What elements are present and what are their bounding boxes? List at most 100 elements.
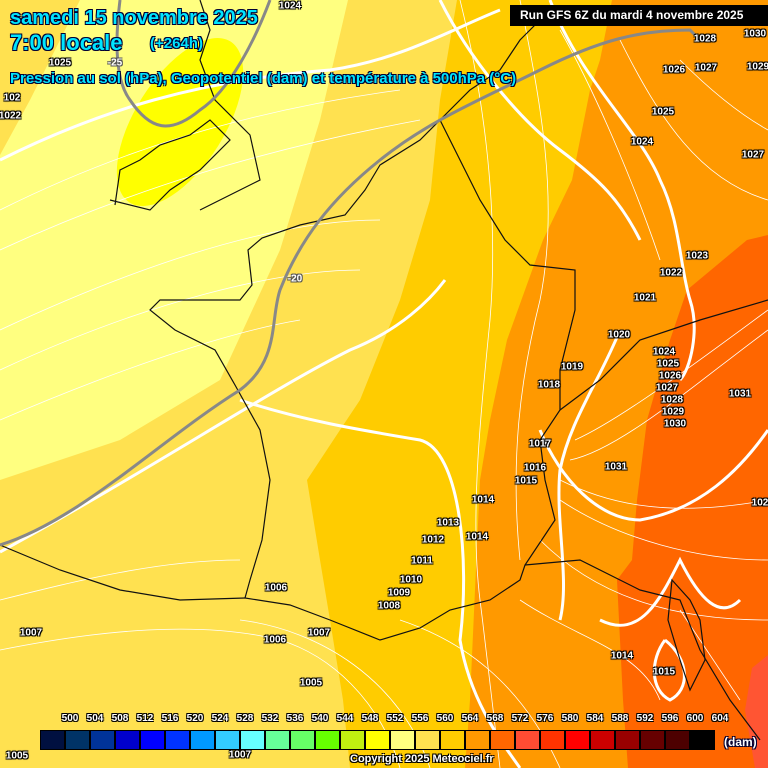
legend-swatch-596 [640, 730, 665, 750]
legend-value: 524 [211, 713, 229, 724]
pressure-label: 1025 [651, 106, 675, 118]
legend-value: 508 [111, 713, 129, 724]
legend-swatch-516 [140, 730, 165, 750]
pressure-label: 1025 [48, 57, 72, 69]
benelux-coast [439, 19, 541, 121]
pressure-label: 1016 [523, 462, 547, 474]
legend-value: 504 [86, 713, 104, 724]
legend-swatch-556 [390, 730, 415, 750]
alps-border [559, 299, 768, 411]
legend-value: 528 [236, 713, 254, 724]
pressure-label: 1024 [630, 136, 654, 148]
pressure-label: 1013 [436, 517, 460, 529]
pressure-label: 1012 [421, 534, 445, 546]
pressure-label: 1031 [604, 461, 628, 473]
pressure-label: 1025 [656, 358, 680, 370]
field-576 [745, 655, 768, 768]
legend-swatch-592 [615, 730, 640, 750]
legend-swatch-536 [265, 730, 290, 750]
pressure-label: 1014 [610, 650, 634, 662]
pressure-label: 1023 [685, 250, 709, 262]
legend-value: 604 [711, 713, 729, 724]
pressure-label: 1007 [19, 627, 43, 639]
legend-value: 540 [311, 713, 329, 724]
legend-swatch-564 [440, 730, 465, 750]
legend-swatch-600 [665, 730, 690, 750]
pressure-label: 1007 [307, 627, 331, 639]
pressure-label: 1028 [693, 33, 717, 45]
pressure-label: 1026 [662, 64, 686, 76]
pressure-label: 1007 [228, 749, 252, 761]
legend-value: 500 [61, 713, 79, 724]
pressure-label: 1006 [264, 582, 288, 594]
uk-east-coast [199, 0, 261, 211]
pressure-label: 1029 [746, 61, 768, 73]
pressure-label: 1030 [743, 28, 767, 40]
legend-swatch-576 [515, 730, 540, 750]
pressure-label: 1006 [263, 634, 287, 646]
legend-swatch-588 [590, 730, 615, 750]
pressure-label: 1031 [728, 388, 752, 400]
legend-value: 580 [561, 713, 579, 724]
isotherms [0, 0, 702, 547]
legend-value: 568 [486, 713, 504, 724]
pressure-label: 1024 [278, 0, 302, 12]
pressure-label: 1027 [741, 149, 765, 161]
legend-swatch-580 [540, 730, 565, 750]
field-560-nw [0, 0, 80, 155]
legend-swatch-524 [190, 730, 215, 750]
pressure-label: 1022 [659, 267, 683, 279]
temperature-label: -25 [107, 57, 123, 69]
legend-swatch-568 [465, 730, 490, 750]
copyright: Copyright 2025 Meteociel.fr [350, 753, 494, 765]
legend-swatch-504 [65, 730, 90, 750]
legend-swatch-584 [565, 730, 590, 750]
legend-value: 552 [386, 713, 404, 724]
legend-swatch-540 [290, 730, 315, 750]
legend-value: 592 [636, 713, 654, 724]
pressure-label: 1024 [652, 346, 676, 358]
legend-swatch-548 [340, 730, 365, 750]
pressure-label: 1010 [399, 574, 423, 586]
uk-coast [109, 119, 231, 211]
legend-value: 512 [136, 713, 154, 724]
pressure-label: 1015 [514, 475, 538, 487]
pressure-label: 1017 [528, 438, 552, 450]
pressure-label: 1027 [655, 382, 679, 394]
legend-swatch-532 [240, 730, 265, 750]
forecast-lead-time: (+264h) [150, 35, 203, 52]
legend-value: 560 [436, 713, 454, 724]
legend-swatch-520 [165, 730, 190, 750]
coastlines [0, 0, 768, 741]
legend-value: 548 [361, 713, 379, 724]
pressure-label: 1015 [652, 666, 676, 678]
pressure-label: 1019 [560, 361, 584, 373]
legend-value: 520 [186, 713, 204, 724]
pressure-label: 1027 [694, 62, 718, 74]
pressure-label: 1005 [299, 677, 323, 689]
pressure-label: 1009 [387, 587, 411, 599]
legend-swatch-572 [490, 730, 515, 750]
legend-value: 544 [336, 713, 354, 724]
legend-swatch-552 [365, 730, 390, 750]
legend-swatch-500 [40, 730, 65, 750]
forecast-time: 7:00 locale [10, 30, 123, 55]
spain-coast [0, 544, 246, 601]
legend-value: 572 [511, 713, 529, 724]
pressure-label: 1005 [5, 750, 29, 762]
italy-coast [524, 559, 761, 741]
legend-swatch-544 [315, 730, 340, 750]
forecast-date: samedi 15 novembre 2025 [10, 7, 258, 29]
corsica-coast [667, 578, 706, 692]
legend-value: 536 [286, 713, 304, 724]
pressure-label: 1028 [660, 394, 684, 406]
pressure-label: 1029 [661, 406, 685, 418]
pressure-label: 102 [3, 92, 21, 104]
pressure-label: 1030 [663, 418, 687, 430]
map-subtitle: Pression au sol (hPa), Geopotentiel (dam… [10, 70, 517, 87]
temperature-label: -20 [287, 273, 303, 285]
